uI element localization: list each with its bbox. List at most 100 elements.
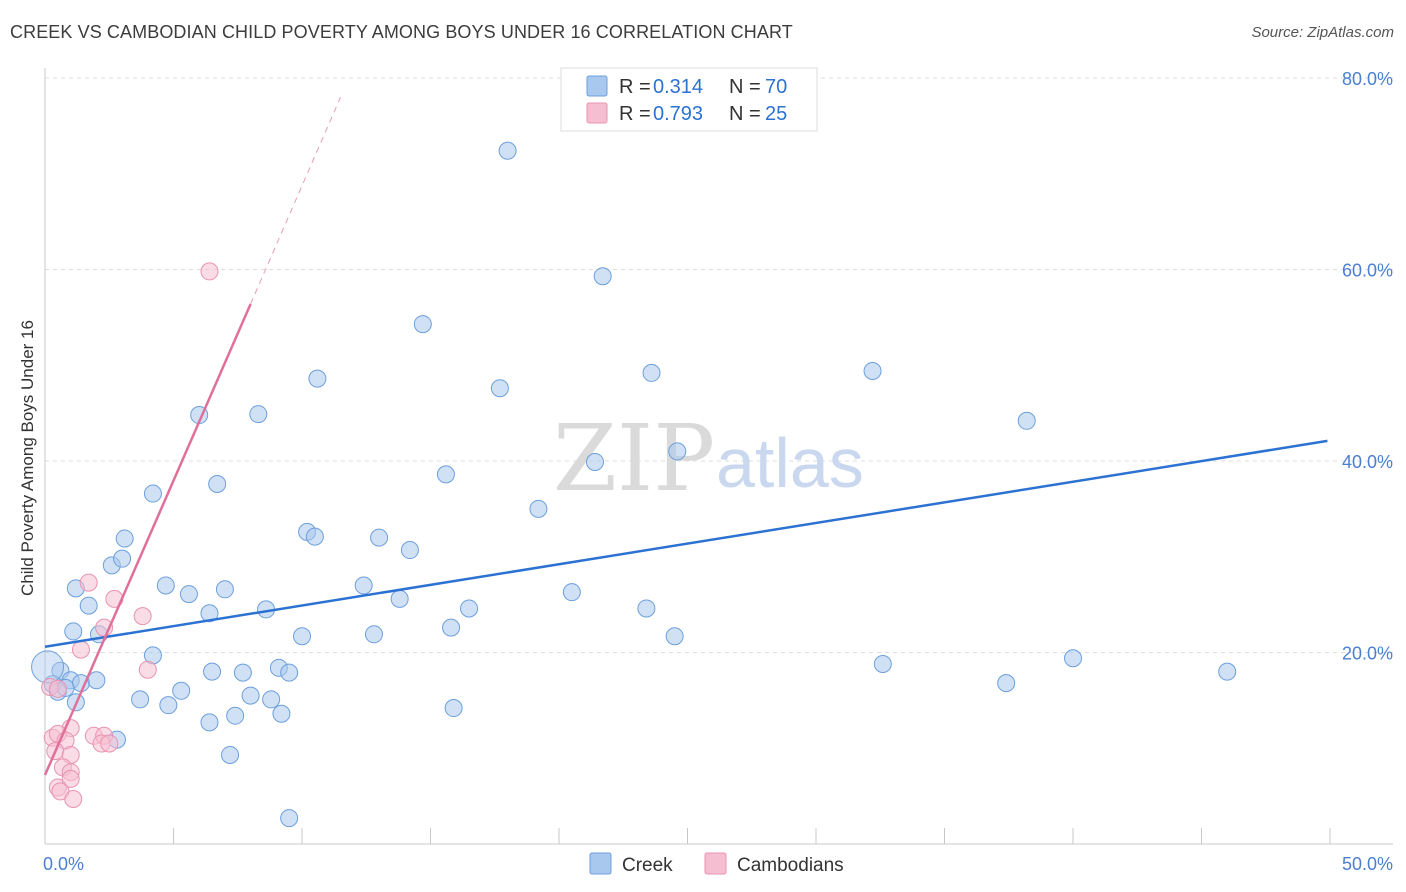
creek-point: [529, 499, 548, 518]
x-tick-label: 50.0%: [1342, 854, 1393, 874]
cambodian-point: [100, 734, 119, 753]
cambodian-point: [138, 660, 157, 679]
creek-point: [562, 583, 581, 602]
cambodian-point: [64, 789, 83, 808]
creek-point: [1218, 662, 1237, 681]
creek-point: [172, 681, 191, 700]
bottom-legend-swatch-cambodians: [704, 852, 727, 875]
creek-point: [226, 706, 245, 725]
creek-point: [305, 527, 324, 546]
creek-point: [233, 663, 252, 682]
cambodian-point: [61, 769, 80, 788]
creek-point: [293, 627, 311, 646]
cambodian-trend-line: [43, 303, 252, 776]
legend-r-label-creek: R =: [619, 76, 651, 98]
creek-point: [436, 465, 455, 484]
creek-point: [1064, 649, 1082, 668]
watermark-atlas: atlas: [716, 424, 864, 502]
creek-point: [179, 585, 198, 604]
cambodian-point: [71, 640, 90, 659]
creek-point: [460, 599, 479, 618]
bottom-legend-label-cambodians: Cambodians: [737, 855, 844, 876]
creek-point: [442, 618, 461, 637]
creek-point: [873, 654, 892, 673]
creek-point: [364, 625, 383, 644]
creek-point: [249, 405, 268, 424]
legend-r-label-cambodians: R =: [619, 103, 651, 125]
cambodian-point: [48, 679, 67, 698]
y-tick-label: 40.0%: [1342, 452, 1393, 472]
creek-point: [241, 686, 260, 705]
x-tick-label: 0.0%: [43, 854, 84, 874]
creek-point: [208, 474, 227, 493]
creek-point: [413, 315, 432, 334]
legend-n-label-cambodians: N =: [729, 103, 761, 125]
legend-r-value-creek: 0.314: [653, 76, 703, 98]
creek-point: [390, 589, 409, 608]
bottom-legend-label-creek: Creek: [622, 855, 673, 876]
creek-trend-line: [44, 439, 1328, 648]
creek-point: [997, 674, 1016, 693]
creek-point: [444, 699, 463, 718]
series-legend: Creek Cambodians: [589, 852, 844, 876]
creek-point: [308, 369, 327, 388]
creek-point: [203, 662, 222, 681]
tick-labels: 20.0% 40.0% 60.0% 80.0% 0.0% 50.0%: [43, 69, 1393, 874]
creek-point: [79, 596, 98, 615]
legend-n-value-creek: 70: [765, 76, 787, 98]
creek-point: [87, 671, 106, 690]
creek-point: [113, 549, 132, 568]
cambodian-point: [79, 573, 98, 592]
creek-point: [200, 604, 219, 623]
creek-point: [668, 442, 687, 461]
chart-title: CREEK VS CAMBODIAN CHILD POVERTY AMONG B…: [10, 22, 793, 42]
watermark: ZIP atlas: [553, 405, 864, 512]
creek-point: [490, 379, 509, 398]
cambodian-point: [133, 607, 152, 626]
bottom-legend-swatch-creek: [589, 852, 612, 875]
creek-point: [637, 599, 656, 618]
creek-point: [272, 704, 291, 723]
legend-swatch-creek: [586, 75, 608, 97]
creek-point: [280, 663, 299, 682]
creek-point: [159, 696, 178, 715]
creek-point: [642, 363, 661, 382]
creek-point: [215, 580, 234, 599]
cambodian-points: [41, 262, 219, 808]
source-label: Source: ZipAtlas.com: [1251, 24, 1394, 41]
creek-point: [863, 361, 882, 380]
correlation-legend: R = 0.314 N = 70 R = 0.793 N = 25: [560, 67, 818, 132]
creek-point: [156, 576, 175, 595]
creek-point: [1017, 411, 1036, 430]
creek-point: [64, 622, 83, 641]
legend-n-label-creek: N =: [729, 76, 761, 98]
creek-point: [665, 627, 684, 646]
creek-point-cluster: [31, 650, 65, 684]
watermark-zip: ZIP: [553, 405, 715, 512]
creek-point: [370, 528, 389, 547]
creek-point: [280, 809, 299, 828]
trend-lines: [43, 96, 1328, 776]
creek-point: [354, 576, 373, 595]
cambodian-trend-extension: [250, 96, 342, 305]
creek-point: [221, 745, 240, 764]
creek-point: [200, 713, 219, 732]
creek-point: [131, 690, 150, 709]
y-tick-label: 80.0%: [1342, 69, 1393, 89]
creek-point: [585, 452, 604, 471]
gridlines: [45, 77, 1393, 653]
y-tick-label: 60.0%: [1342, 261, 1393, 281]
creek-point: [400, 541, 419, 560]
creek-point: [262, 690, 281, 709]
cambodian-point: [200, 262, 219, 281]
legend-r-value-cambodians: 0.793: [653, 103, 703, 125]
legend-swatch-cambodians: [586, 102, 608, 124]
creek-point: [115, 529, 134, 548]
axes: [44, 68, 1393, 845]
creek-point: [593, 267, 612, 286]
y-tick-label: 20.0%: [1342, 644, 1393, 664]
creek-point: [143, 484, 162, 503]
legend-n-value-cambodians: 25: [765, 103, 787, 125]
creek-point: [498, 141, 517, 160]
